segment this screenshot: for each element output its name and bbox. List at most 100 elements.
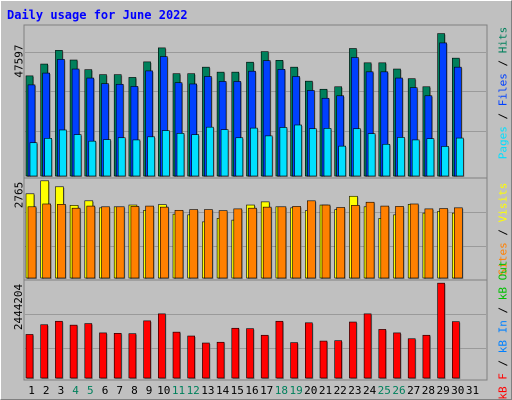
bar-pages-day-10 — [162, 130, 170, 177]
bar-pages-day-5 — [88, 140, 97, 177]
day-label-17: 17 — [260, 384, 273, 397]
bar-sites-day-29 — [439, 208, 448, 279]
day-label-16: 16 — [245, 384, 258, 397]
bar-kb-f-day-30 — [451, 321, 460, 379]
legend-part-0: kB F — [496, 373, 510, 400]
day-label-7: 7 — [116, 384, 123, 397]
bar-pages-day-27 — [411, 139, 420, 177]
visits-panel-max-label: 2765 — [11, 181, 25, 209]
bar-sites-day-12 — [189, 209, 198, 279]
bar-pages-day-4 — [73, 134, 82, 177]
bar-sites-day-23 — [351, 205, 360, 279]
bar-kb-f-day-7 — [113, 333, 122, 379]
bar-pages-day-2 — [44, 138, 53, 177]
bar-sites-day-18 — [277, 206, 287, 279]
bar-pages-day-9 — [147, 136, 155, 177]
bar-sites-day-1 — [27, 206, 37, 279]
day-label-31: 31 — [466, 384, 479, 397]
bar-pages-day-29 — [441, 146, 449, 177]
day-label-6: 6 — [102, 384, 109, 397]
bar-kb-f-day-29 — [437, 282, 445, 379]
day-label-23: 23 — [348, 384, 361, 397]
legend-part-2: kB In — [496, 320, 510, 354]
legend-part-4: Hits — [495, 26, 509, 54]
legend-part-1: / — [495, 222, 509, 243]
day-label-20: 20 — [304, 384, 317, 397]
bar-sites-day-5 — [86, 205, 96, 279]
bar-sites-day-13 — [204, 209, 213, 279]
bar-kb-f-day-23 — [349, 321, 357, 379]
legend-part-3: / — [495, 53, 509, 74]
day-label-21: 21 — [319, 384, 332, 397]
day-label-15: 15 — [231, 384, 244, 397]
day-label-3: 3 — [58, 384, 65, 397]
bar-pages-day-3 — [59, 129, 67, 177]
bar-kb-f-day-24 — [363, 313, 372, 379]
bar-sites-day-16 — [248, 207, 257, 279]
bar-kb-f-day-16 — [246, 328, 254, 379]
bar-sites-day-21 — [321, 204, 331, 279]
bar-sites-day-6 — [101, 206, 110, 279]
bar-sites-day-22 — [336, 207, 346, 279]
bar-kb-f-day-5 — [84, 323, 93, 379]
bar-kb-f-day-6 — [99, 332, 107, 379]
bar-kb-f-day-21 — [319, 340, 328, 379]
bar-pages-day-21 — [323, 128, 332, 177]
legend-top: Pages / Files / Hits — [495, 26, 509, 160]
day-label-27: 27 — [407, 384, 420, 397]
bar-kb-f-day-25 — [378, 329, 387, 379]
bar-pages-day-14 — [220, 129, 229, 177]
day-label-25: 25 — [378, 384, 391, 397]
legend-part-1: / — [495, 106, 509, 127]
bar-pages-day-23 — [353, 128, 361, 177]
bar-kb-f-day-26 — [393, 332, 401, 379]
day-label-2: 2 — [43, 384, 50, 397]
legend-part-2: Files — [495, 73, 509, 107]
day-label-29: 29 — [436, 384, 449, 397]
legend-part-4: kB Out — [496, 260, 510, 301]
legend-part-1: / — [496, 353, 510, 374]
day-label-9: 9 — [146, 384, 153, 397]
bar-pages-day-25 — [382, 143, 391, 177]
chart-title: Daily usage for June 2022 — [7, 8, 188, 22]
bar-pages-day-19 — [294, 124, 302, 177]
bar-pages-day-20 — [308, 128, 317, 177]
bar-sites-day-3 — [57, 204, 66, 279]
bar-sites-day-7 — [115, 206, 125, 279]
bar-sites-day-28 — [424, 208, 434, 279]
day-label-18: 18 — [275, 384, 288, 397]
bar-sites-day-17 — [262, 206, 272, 279]
bar-pages-day-18 — [279, 127, 288, 177]
bar-kb-f-day-15 — [231, 327, 240, 379]
hits-panel-max-label: 47597 — [12, 44, 26, 78]
bar-kb-f-day-3 — [55, 320, 63, 379]
bar-sites-day-15 — [233, 208, 243, 279]
legend-part-2: Visits — [495, 182, 509, 223]
kbytes-panel-border — [23, 279, 488, 381]
bar-sites-day-26 — [395, 206, 404, 279]
bar-sites-day-27 — [409, 203, 419, 279]
bar-kb-f-day-22 — [334, 340, 343, 379]
bar-sites-day-11 — [174, 209, 184, 279]
day-label-8: 8 — [131, 384, 138, 397]
bar-pages-day-13 — [206, 126, 214, 177]
day-label-14: 14 — [216, 384, 230, 397]
day-label-19: 19 — [289, 384, 302, 397]
legend-bottom: kB F / kB In / kB Out — [496, 260, 510, 400]
bar-pages-day-30 — [455, 137, 464, 177]
bar-pages-day-7 — [117, 137, 126, 177]
bar-sites-day-8 — [130, 206, 140, 279]
bar-pages-day-28 — [426, 138, 435, 177]
day-label-13: 13 — [201, 384, 214, 397]
bar-kb-f-day-20 — [304, 322, 313, 379]
day-label-5: 5 — [87, 384, 94, 397]
legend-part-3: / — [496, 300, 510, 321]
bar-kb-f-day-13 — [202, 342, 210, 379]
bar-kb-f-day-2 — [40, 324, 49, 379]
bar-sites-day-14 — [218, 210, 228, 279]
bar-pages-day-15 — [235, 137, 244, 177]
bar-pages-day-16 — [250, 127, 258, 177]
day-label-10: 10 — [157, 384, 170, 397]
bar-kb-f-day-19 — [290, 342, 298, 379]
